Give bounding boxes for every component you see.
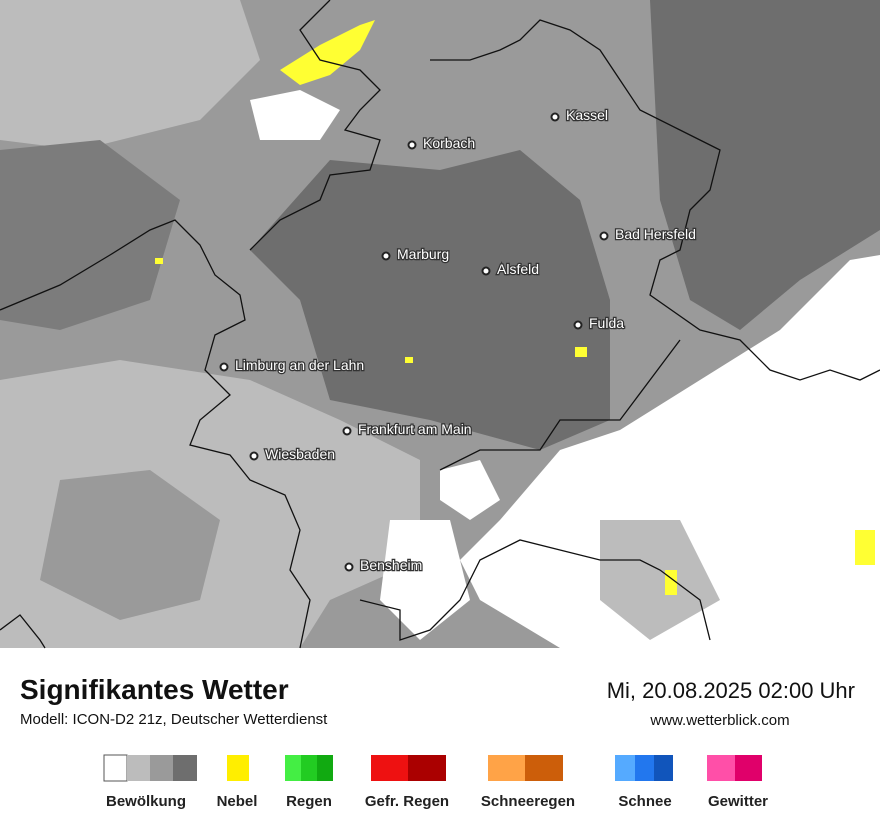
state-border <box>439 339 681 471</box>
legend-swatch <box>735 755 762 781</box>
legend-swatch <box>371 755 408 781</box>
city-label: Limburg an der Lahn <box>235 357 364 373</box>
city: Bensheim <box>344 556 424 574</box>
legend-swatch <box>127 755 150 781</box>
city: Fulda <box>573 314 625 332</box>
city: Bad Hersfeld <box>599 225 697 243</box>
weather-map: Kassel Korbach Bad Hersfeld Marburg Alsf… <box>0 0 880 649</box>
legend-swatch <box>103 754 128 782</box>
dark-cloud <box>250 150 610 450</box>
legend-swatch <box>227 755 249 781</box>
state-border <box>249 0 381 251</box>
city-label: Kassel <box>566 107 608 123</box>
legend-swatch <box>408 755 446 781</box>
legend-label: Nebel <box>217 793 258 810</box>
legend-swatch <box>317 755 333 781</box>
legend-swatch <box>173 755 197 781</box>
legend-swatch <box>635 755 654 781</box>
light-cloud <box>600 520 720 640</box>
dark-cloud <box>650 0 880 330</box>
clear-sky <box>380 520 470 640</box>
legend-swatch <box>301 755 317 781</box>
legend-label: Gefr. Regen <box>365 793 449 810</box>
legend <box>103 754 762 782</box>
city: Alsfeld <box>481 260 540 278</box>
city: Marburg <box>381 245 450 263</box>
legend-label: Schnee <box>618 793 671 810</box>
city-label: Bad Hersfeld <box>615 226 696 242</box>
state-border <box>430 19 880 381</box>
legend-label: Regen <box>286 793 332 810</box>
clear-sky <box>250 90 340 140</box>
city: Kassel <box>550 106 609 124</box>
state-border <box>0 614 46 649</box>
city-label: Frankfurt am Main <box>358 421 472 437</box>
legend-swatch <box>525 755 563 781</box>
city-label: Bensheim <box>360 557 422 573</box>
fog <box>575 347 587 357</box>
legend-swatch <box>150 755 173 781</box>
legend-label: Schneeregen <box>481 793 575 810</box>
fog <box>665 570 677 595</box>
city: Korbach <box>407 134 476 152</box>
fog <box>855 530 875 565</box>
state-border <box>359 539 711 641</box>
fog <box>280 20 375 85</box>
legend-swatch <box>285 755 301 781</box>
city: Wiesbaden <box>249 445 336 463</box>
datetime: Mi, 20.08.2025 02:00 Uhr <box>607 678 855 703</box>
legend-swatch <box>488 755 525 781</box>
fog <box>405 357 413 363</box>
dark-cloud <box>0 140 180 330</box>
city-label: Korbach <box>423 135 475 151</box>
legend-swatch <box>654 755 673 781</box>
legend-label: Gewitter <box>708 793 768 810</box>
city-label: Marburg <box>397 246 449 262</box>
state-border <box>0 219 311 649</box>
fog <box>155 258 163 264</box>
city-label: Alsfeld <box>497 261 539 277</box>
medium-cloud <box>40 470 220 620</box>
website: www.wetterblick.com <box>649 712 789 729</box>
city: Frankfurt am Main <box>342 420 473 438</box>
legend-swatch <box>615 755 635 781</box>
subtitle: Modell: ICON-D2 21z, Deutscher Wetterdie… <box>20 711 328 728</box>
clear-sky <box>440 460 500 520</box>
clear-sky <box>460 255 880 648</box>
city: Limburg an der Lahn <box>219 356 365 374</box>
city-label: Fulda <box>589 315 624 331</box>
legend-label: Bewölkung <box>106 793 186 810</box>
legend-swatch <box>707 755 735 781</box>
light-cloud <box>0 0 260 150</box>
title: Signifikantes Wetter <box>20 674 289 705</box>
city-label: Wiesbaden <box>265 446 335 462</box>
